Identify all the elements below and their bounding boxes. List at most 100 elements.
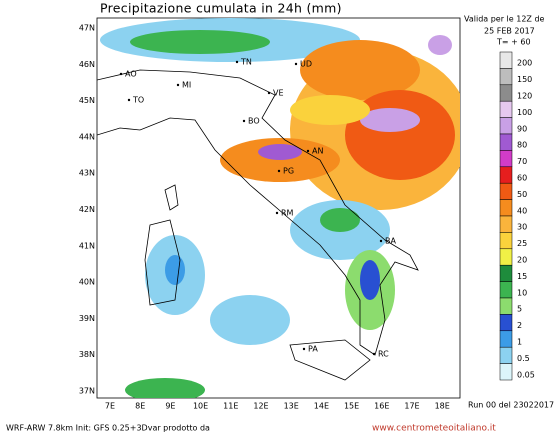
colorbar-cell (499, 330, 513, 348)
city-label: RC (378, 350, 389, 359)
colorbar-label: 200 (517, 59, 532, 68)
city-label: BO (248, 117, 260, 126)
colorbar-cell (499, 297, 513, 315)
colorbar: 200 150 120 100 90 80 70 60 50 40 30 25 20 15 10 5 2 1 0.5… (499, 51, 535, 381)
city-dot (119, 72, 123, 76)
valid-time: Valida per le 12Z de (464, 15, 545, 24)
lon-label: 15E (344, 402, 359, 411)
colorbar-cell (499, 133, 513, 151)
colorbar-cell (499, 84, 513, 102)
city-label: MI (182, 81, 191, 90)
colorbar-label: 25 (517, 239, 527, 248)
colorbar-cell (499, 314, 513, 332)
lat-label: 45N (79, 96, 95, 105)
colorbar-cell (499, 215, 513, 233)
colorbar-label: 20 (517, 256, 527, 265)
valid-date: 25 FEB 2017 (484, 27, 535, 36)
lat-label: 38N (79, 350, 95, 359)
lat-label: 37N (79, 387, 95, 396)
colorbar-cell (499, 199, 513, 217)
colorbar-label: 50 (517, 190, 527, 199)
colorbar-label: 30 (517, 223, 527, 232)
colorbar-label: 0.05 (517, 370, 535, 379)
forecast-step: T= + 60 (496, 38, 531, 47)
website: www.centrometeoitaliano.it (372, 424, 496, 433)
lon-label: 10E (193, 402, 208, 411)
colorbar-label: 0.5 (517, 354, 530, 363)
colorbar-cell (499, 346, 513, 364)
lon-label: 11E (223, 402, 238, 411)
lat-label: 40N (79, 278, 95, 287)
city-label: VE (273, 89, 284, 98)
precip-field (100, 18, 460, 398)
lat-label: 39N (79, 314, 95, 323)
lat-label: 43N (79, 169, 95, 178)
city-label: PA (308, 345, 318, 354)
colorbar-cell (499, 100, 513, 118)
city-label: BA (385, 237, 396, 246)
city-dot (235, 60, 239, 64)
colorbar-label: 40 (517, 206, 527, 215)
city-label: RM (281, 209, 294, 218)
colorbar-cell (499, 248, 513, 266)
lat-label: 47N (79, 24, 95, 33)
colorbar-label: 5 (517, 305, 522, 314)
lon-label: 16E (374, 402, 389, 411)
city-dot (372, 352, 376, 356)
lon-label: 18E (435, 402, 450, 411)
lat-label: 41N (79, 241, 95, 250)
city-dot (302, 347, 306, 351)
colorbar-cell (499, 51, 513, 69)
lat-label: 44N (79, 132, 95, 141)
lat-label: 46N (79, 60, 95, 69)
colorbar-label: 80 (517, 141, 527, 150)
colorbar-label: 100 (517, 108, 532, 117)
city-label: AN (312, 147, 323, 156)
coastline (97, 69, 419, 356)
city-label: TO (132, 96, 144, 105)
islands (144, 184, 371, 381)
lon-label: 7E (105, 402, 115, 411)
colorbar-cell (499, 363, 513, 381)
lon-label: 8E (135, 402, 145, 411)
city-dot (267, 91, 271, 95)
colorbar-cell (499, 117, 513, 135)
city-dot (176, 83, 180, 87)
city-dot (242, 119, 246, 123)
city-label: TN (240, 58, 252, 67)
city-dot (379, 239, 383, 243)
city-dot (277, 169, 281, 173)
city-dot (127, 98, 131, 102)
model-info: WRF-ARW 7.8km Init: GFS 0.25+3Dvar prodo… (6, 424, 210, 433)
colorbar-cell (499, 281, 513, 299)
city-dot (306, 149, 310, 153)
lon-label: 14E (314, 402, 329, 411)
colorbar-label: 70 (517, 157, 527, 166)
colorbar-label: 90 (517, 124, 527, 133)
colorbar-label: 10 (517, 288, 527, 297)
run-info: Run 00 del 23022017 (468, 401, 554, 410)
map (96, 17, 461, 399)
city-label: UD (300, 60, 312, 69)
city-dot (275, 211, 279, 215)
colorbar-cell (499, 182, 513, 200)
colorbar-label: 15 (517, 272, 527, 281)
city-label: PG (283, 167, 294, 176)
lon-label: 17E (404, 402, 419, 411)
colorbar-label: 120 (517, 92, 532, 101)
colorbar-cell (499, 232, 513, 250)
colorbar-label: 2 (517, 321, 522, 330)
colorbar-cell (499, 150, 513, 168)
map-title: Precipitazione cumulata in 24h (mm) (100, 1, 342, 16)
lon-label: 12E (253, 402, 268, 411)
colorbar-cell (499, 264, 513, 282)
city-label: AO (125, 70, 137, 79)
city-dot (294, 62, 298, 66)
lon-label: 9E (165, 402, 175, 411)
colorbar-label: 60 (517, 174, 527, 183)
colorbar-label: 1 (517, 338, 522, 347)
colorbar-cell (499, 166, 513, 184)
lat-label: 42N (79, 205, 95, 214)
lon-label: 13E (284, 402, 299, 411)
